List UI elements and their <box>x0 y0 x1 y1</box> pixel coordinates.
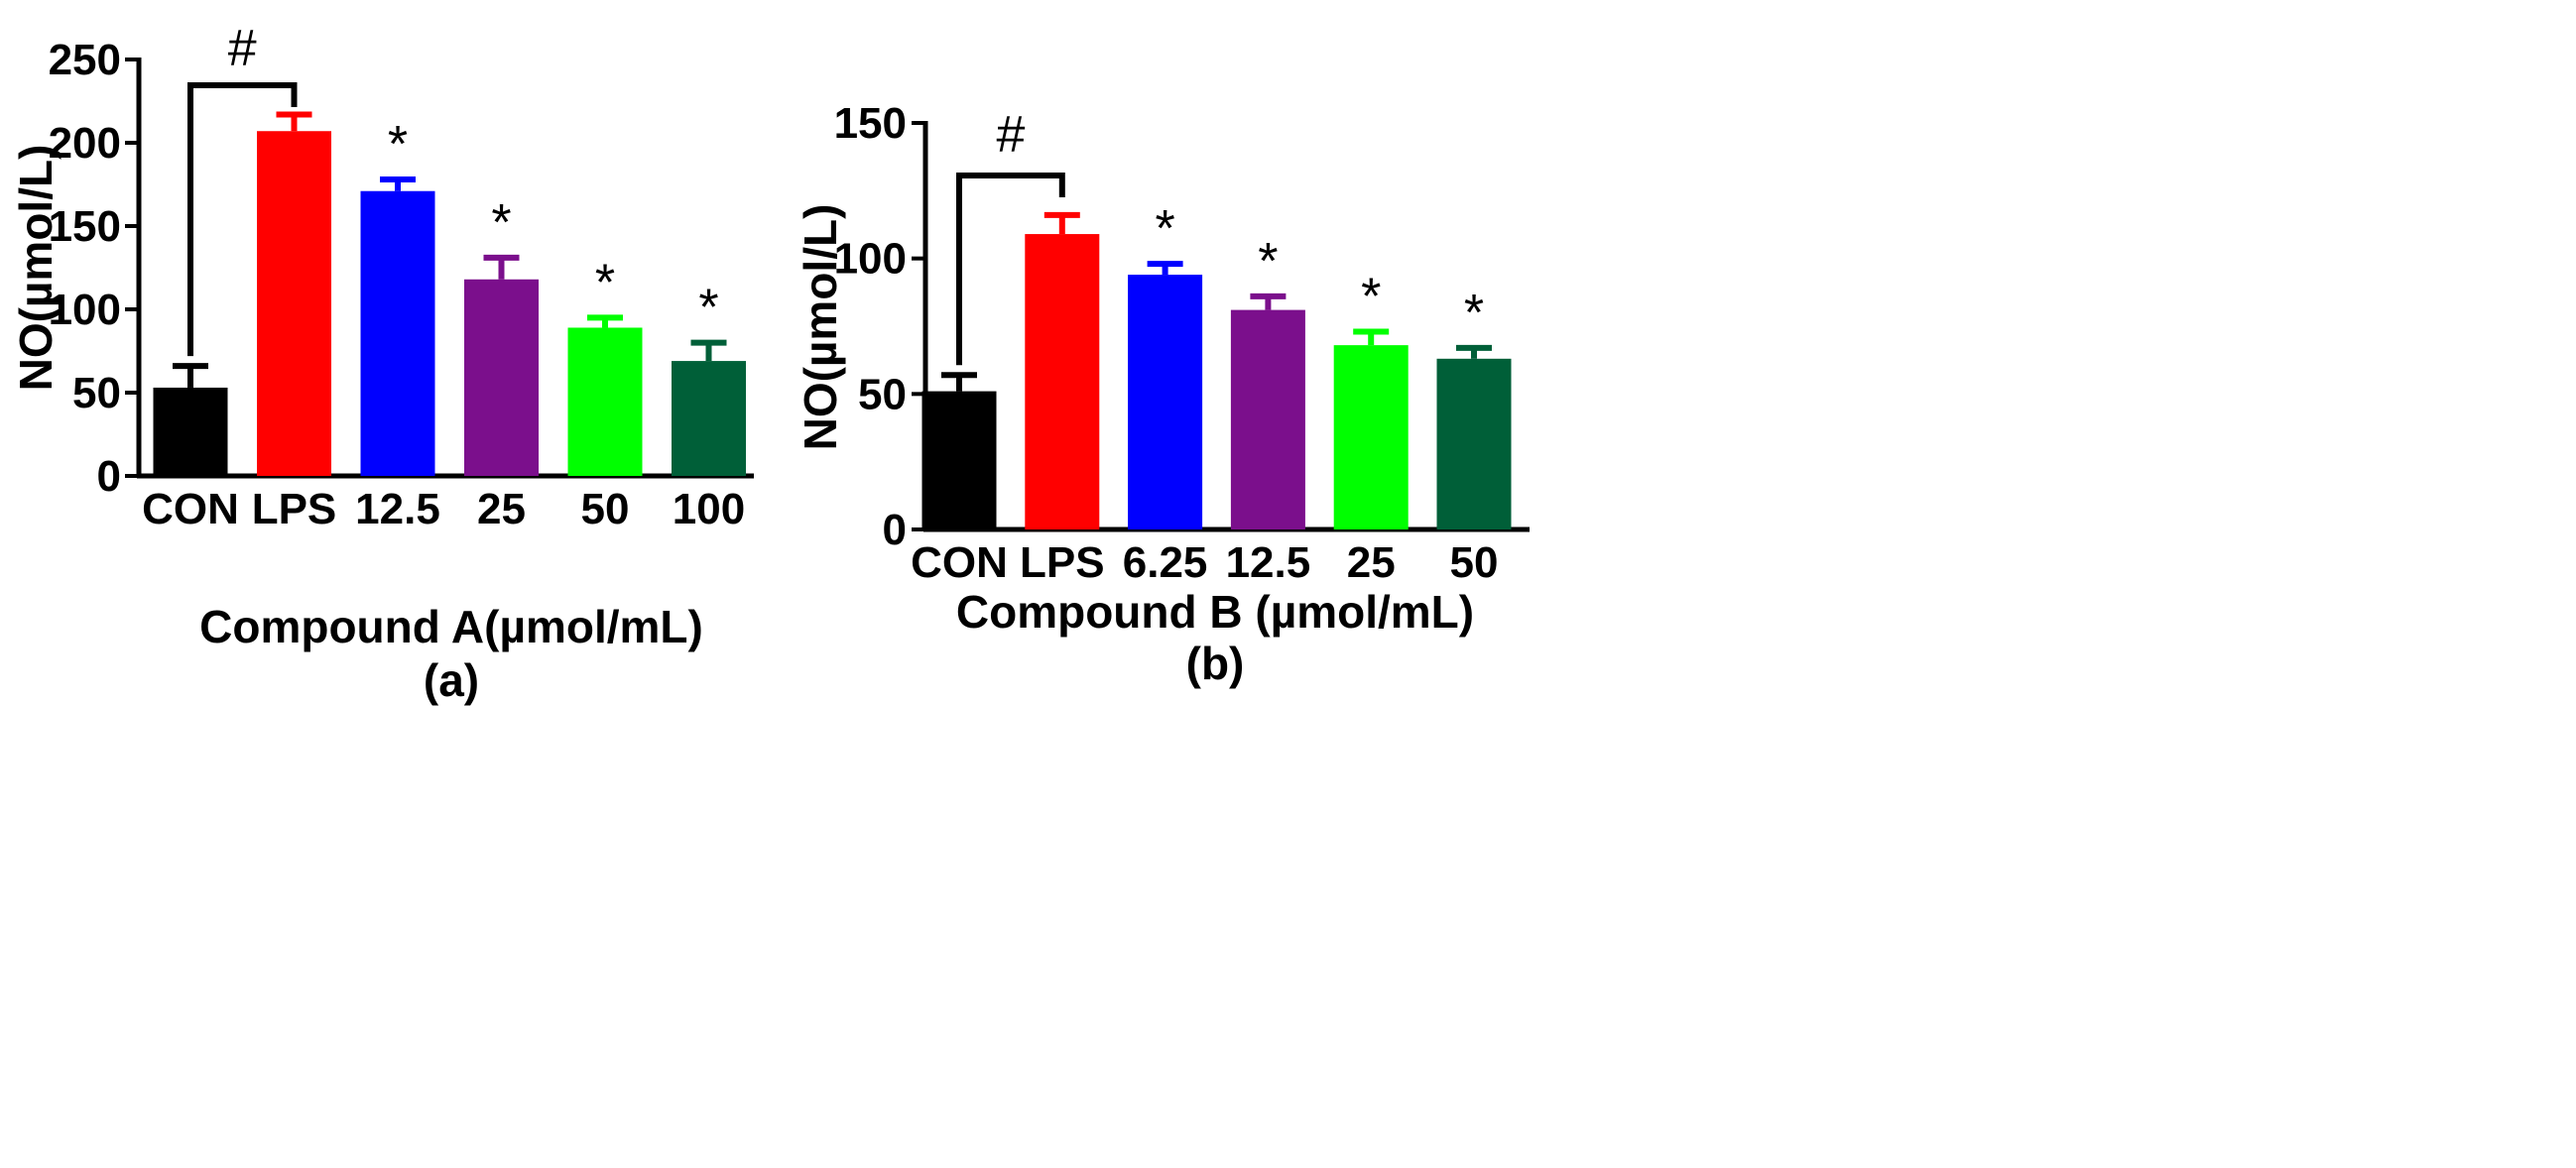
panel-a-bar-4 <box>567 327 643 476</box>
panel-a-category-label-4: 50 <box>581 485 630 533</box>
panel-a-bar-3 <box>464 279 539 476</box>
panel-a-category-label-1: LPS <box>252 485 337 533</box>
panel-a-y-tick-label: 100 <box>49 286 121 334</box>
panel-b-y-tick-label: 100 <box>834 235 907 284</box>
panel-b-chart: 0 50 100 150 NO(µmol/L) CON LPS 6.25 * 12.5 * 25 * 50… <box>795 99 1530 689</box>
panel-b-significance-mark-2: * <box>1155 200 1174 258</box>
panel-b-bar-5 <box>1436 358 1512 529</box>
panel-a-category-label-0: CON <box>142 485 239 533</box>
panel-b-y-axis-title: NO(µmol/L) <box>795 204 846 451</box>
panel-a-bar-2 <box>360 190 435 476</box>
panel-b-category-label-1: LPS <box>1020 538 1105 587</box>
panel-a-bar-0 <box>153 387 228 476</box>
panel-a-significance-mark-5: * <box>698 280 718 337</box>
panel-b-significance-bracket <box>956 173 1065 366</box>
panel-b-category-label-4: 25 <box>1347 538 1396 587</box>
panel-b-category-label-0: CON <box>911 538 1008 587</box>
panel-b-significance-mark-4: * <box>1361 268 1381 325</box>
panel-b-bar-1 <box>1025 234 1100 530</box>
panel-b-category-label-2: 6.25 <box>1123 538 1208 587</box>
panel-b-y-tick-label: 0 <box>883 506 907 554</box>
panel-a-y-tick-label: 150 <box>49 202 121 251</box>
panel-a-category-label-3: 25 <box>477 485 526 533</box>
panel-b-x-axis-title: Compound B (µmol/mL) <box>956 586 1474 638</box>
panel-a-category-label-5: 100 <box>673 485 745 533</box>
panel-b-bar-3 <box>1230 309 1305 529</box>
panel-b-y-tick-label: 50 <box>858 370 907 418</box>
panel-a-x-axis-title: Compound A(µmol/mL) <box>199 601 703 652</box>
panel-a-significance-mark-2: * <box>388 116 408 174</box>
panel-a-category-label-2: 12.5 <box>355 485 440 533</box>
panel-a-y-tick-label: 0 <box>97 452 121 501</box>
panel-b-category-label-3: 12.5 <box>1226 538 1311 587</box>
panel-a-y-tick-label: 250 <box>49 36 121 84</box>
panel-b-bracket-label: # <box>996 106 1025 164</box>
panel-b-label: (b) <box>1186 638 1245 689</box>
panel-a-y-axis-title: NO(µmol/L) <box>10 145 61 392</box>
panel-b-bar-4 <box>1333 345 1409 529</box>
panel-b-y-tick-label: 150 <box>834 99 907 148</box>
panel-a-significance-mark-3: * <box>491 194 511 252</box>
panel-b-category-label-5: 50 <box>1450 538 1499 587</box>
panel-a-label: (a) <box>424 654 479 706</box>
panel-b-bar-0 <box>921 391 997 529</box>
panel-a-bracket-label: # <box>228 20 257 77</box>
panel-b-significance-mark-5: * <box>1464 285 1484 342</box>
panel-a-bar-5 <box>672 361 746 476</box>
panel-b-significance-mark-3: * <box>1258 233 1278 291</box>
panel-a-significance-mark-4: * <box>595 254 615 311</box>
panel-b-bar-2 <box>1128 275 1203 529</box>
panel-a-y-tick-label: 50 <box>72 369 121 417</box>
panel-a-chart: 0 50 100 150 200 250 NO(µmol/L) CON LPS 12.5 * 25 * 5… <box>10 20 754 706</box>
panel-a-y-tick-label: 200 <box>49 119 121 168</box>
panel-a-significance-bracket <box>187 82 298 357</box>
panel-a-bar-1 <box>257 131 331 477</box>
